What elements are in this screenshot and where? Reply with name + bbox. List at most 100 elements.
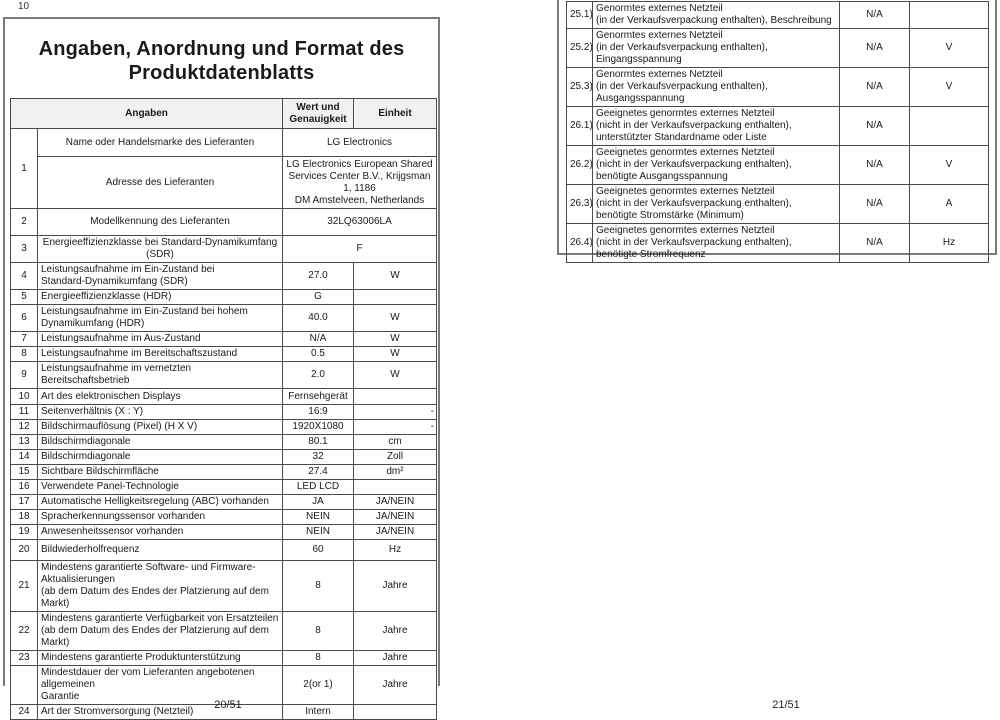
row-label: Leistungsaufnahme im Bereitschaftszustan… xyxy=(37,346,283,362)
table-row: 16 Verwendete Panel-Technologie LED LCD xyxy=(10,479,437,495)
row-unit: JA/NEIN xyxy=(353,509,437,525)
row-number: 14 xyxy=(10,449,38,465)
row-label: Bildschirmdiagonale xyxy=(37,449,283,465)
row-unit: W xyxy=(353,361,437,389)
row-value: 8 xyxy=(282,560,354,612)
table-row: 8 Leistungsaufnahme im Bereitschaftszusta… xyxy=(10,346,437,362)
table-row: 21 Mindestens garantierte Software- und F… xyxy=(10,560,437,612)
row-number: 26.2) xyxy=(566,145,593,185)
row-value: N/A xyxy=(839,106,910,146)
row-value: N/A xyxy=(282,331,354,347)
row-value: 8 xyxy=(282,650,354,666)
table-row: 12 Bildschirmauflösung (Pixel) (H X V) 192… xyxy=(10,419,437,435)
table-row: 6 Leistungsaufnahme im Ein-Zustand bei ho… xyxy=(10,304,437,332)
table-row: 14 Bildschirmdiagonale 32 Zoll xyxy=(10,449,437,465)
row-value: NEIN xyxy=(282,509,354,525)
row-value: LG Electronics European Shared Services … xyxy=(282,156,437,209)
row-number: 19 xyxy=(10,524,38,540)
row-label: Bildwiederholfrequenz xyxy=(37,539,283,561)
row-number: 25.2) xyxy=(566,28,593,68)
table-row: 26.1) Geeignetes genormtes externes Netzt… xyxy=(566,106,989,146)
row-number: 16 xyxy=(10,479,38,495)
row-number: 15 xyxy=(10,464,38,480)
row-label: Geeignetes genormtes externes Netzteil (… xyxy=(592,223,840,263)
row-number: 26.3) xyxy=(566,184,593,224)
left-table-body: 1 Name oder Handelsmarke des Lieferanten L… xyxy=(10,128,437,720)
row-number: 4 xyxy=(10,262,38,290)
row-value: JA xyxy=(282,494,354,510)
row-label: Mindestens garantierte Verfügbarkeit von… xyxy=(37,611,283,651)
row-number: 18 xyxy=(10,509,38,525)
row-unit: - xyxy=(353,419,437,435)
table-row: 2 Modellkennung des Lieferanten 32LQ63006L… xyxy=(10,208,437,236)
header-wert-und-genauigkeit: Wert und Genauigkeit xyxy=(282,98,354,129)
row-unit: A xyxy=(909,184,989,224)
row-number: 13 xyxy=(10,434,38,450)
row-value: 8 xyxy=(282,611,354,651)
row-number: 26.1) xyxy=(566,106,593,146)
row-unit xyxy=(353,388,437,405)
row-value: 2.0 xyxy=(282,361,354,389)
row-unit xyxy=(353,704,437,720)
row-label: Geeignetes genormtes externes Netzteil (… xyxy=(592,106,840,146)
right-table-body: 25.1) Genormtes externes Netzteil (in der… xyxy=(566,1,989,263)
row-value: 60 xyxy=(282,539,354,561)
product-datasheet-table-left: Angaben Wert und Genauigkeit Einheit 1 Na… xyxy=(10,98,437,720)
row-number: 5 xyxy=(10,289,38,305)
row-label: Verwendete Panel-Technologie xyxy=(37,479,283,495)
row-number: 23 xyxy=(10,650,38,666)
table-row: 13 Bildschirmdiagonale 80.1 cm xyxy=(10,434,437,450)
row-label: Genormtes externes Netzteil (in der Verk… xyxy=(592,67,840,107)
row-label: Bildschirmdiagonale xyxy=(37,434,283,450)
corner-page-label: 10 xyxy=(18,1,30,12)
row-label: Energieeffizienzklasse bei Standard-Dyna… xyxy=(37,235,283,263)
row-unit xyxy=(353,479,437,495)
table-row: 15 Sichtbare Bildschirmfläche 27.4 dm² xyxy=(10,464,437,480)
row-value: N/A xyxy=(839,145,910,185)
table-row: 9 Leistungsaufnahme im vernetzten Bereits… xyxy=(10,361,437,389)
row-number: 25.1) xyxy=(566,1,593,29)
row-value: 32 xyxy=(282,449,354,465)
table-row: 22 Mindestens garantierte Verfügbarkeit v… xyxy=(10,611,437,651)
row-unit: W xyxy=(353,262,437,290)
row-label: Seitenverhältnis (X : Y) xyxy=(37,404,283,420)
row-unit: Jahre xyxy=(353,650,437,666)
row-unit: Zoll xyxy=(353,449,437,465)
row-unit: V xyxy=(909,28,989,68)
table-row: 7 Leistungsaufnahme im Aus-Zustand N/A W xyxy=(10,331,437,347)
row-label: Mindestens garantierte Software- und Fir… xyxy=(37,560,283,612)
table-row: 20 Bildwiederholfrequenz 60 Hz xyxy=(10,539,437,561)
row-unit xyxy=(353,289,437,305)
row-value: 40.0 xyxy=(282,304,354,332)
row-unit: Hz xyxy=(353,539,437,561)
row-label: Spracherkennungssensor vorhanden xyxy=(37,509,283,525)
row-number: 10 xyxy=(10,388,38,405)
row-unit: V xyxy=(909,145,989,185)
row-unit: V xyxy=(909,67,989,107)
row-value: 80.1 xyxy=(282,434,354,450)
row-unit: cm xyxy=(353,434,437,450)
row-value: N/A xyxy=(839,184,910,224)
row-unit: Jahre xyxy=(353,611,437,651)
row-label: Geeignetes genormtes externes Netzteil (… xyxy=(592,184,840,224)
row-value: 16:9 xyxy=(282,404,354,420)
row-label: Adresse des Lieferanten xyxy=(37,156,283,209)
row-value: G xyxy=(282,289,354,305)
row-label: Art des elektronischen Displays xyxy=(37,388,283,405)
row-value: Fernsehgerät xyxy=(282,388,354,405)
row-value: 1920X1080 xyxy=(282,419,354,435)
document-title: Angaben, Anordnung und Format des Produk… xyxy=(38,38,405,84)
row-unit: Jahre xyxy=(353,560,437,612)
table-row: 3 Energieeffizienzklasse bei Standard-Dyn… xyxy=(10,235,437,263)
row-number: 21 xyxy=(10,560,38,612)
header-angaben: Angaben xyxy=(10,98,283,129)
row-unit: W xyxy=(353,304,437,332)
row-label: Genormtes externes Netzteil (in der Verk… xyxy=(592,28,840,68)
table-row: 5 Energieeffizienzklasse (HDR) G xyxy=(10,289,437,305)
table-row: 23 Mindestens garantierte Produktunterstü… xyxy=(10,650,437,666)
row-value: NEIN xyxy=(282,524,354,540)
row-unit: W xyxy=(353,331,437,347)
row-value: N/A xyxy=(839,28,910,68)
row-number: 26.4) xyxy=(566,223,593,263)
row-label: Geeignetes genormtes externes Netzteil (… xyxy=(592,145,840,185)
